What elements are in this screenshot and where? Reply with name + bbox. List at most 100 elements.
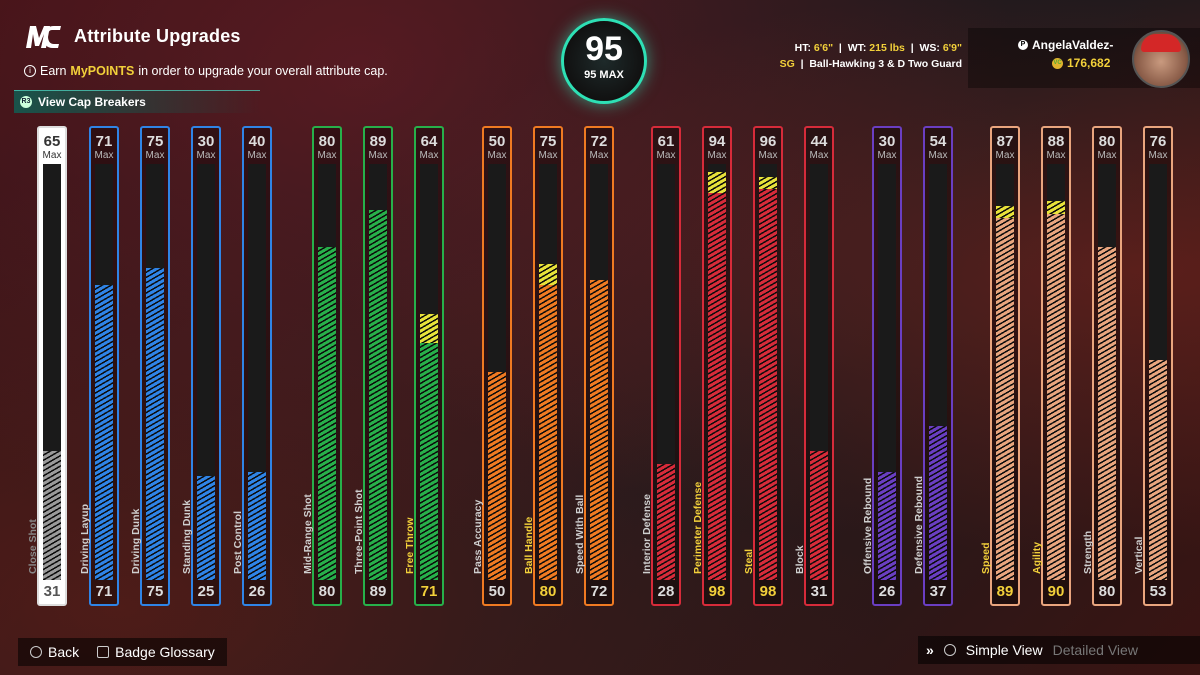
attribute-current: 28 <box>657 583 675 600</box>
attribute-track <box>43 164 61 580</box>
attribute-label: Standing Dunk <box>181 499 193 574</box>
attribute-block[interactable]: 44 Max Block 31 <box>794 126 834 606</box>
attribute-cap: 54 <box>929 133 947 150</box>
wingspan-value: 6'9" <box>942 42 962 54</box>
attribute-close-shot[interactable]: 65 Max Close Shot 31 <box>27 126 67 606</box>
attribute-cap: 61 <box>657 133 675 150</box>
attribute-cap-label: Max <box>1046 150 1066 161</box>
vc-amount: 176,682 <box>1067 56 1111 70</box>
attribute-perimeter-defense[interactable]: 94 Max Perimeter Defense 98 <box>692 126 732 606</box>
attribute-fill <box>420 342 438 580</box>
attribute-steal[interactable]: 96 Max Steal 98 <box>743 126 783 606</box>
attribute-fill <box>197 476 215 580</box>
attribute-track <box>708 164 726 580</box>
attribute-label: Three-Point Shot <box>353 489 365 574</box>
attribute-track <box>759 164 777 580</box>
attribute-boost <box>759 176 777 189</box>
subtitle-post: in order to upgrade your overall attribu… <box>138 64 388 78</box>
attribute-fill <box>1149 359 1167 580</box>
attribute-cap: 44 <box>810 133 828 150</box>
attribute-cap: 30 <box>878 133 896 150</box>
avatar <box>1132 30 1190 88</box>
position: SG <box>779 58 795 70</box>
attribute-current: 26 <box>248 583 266 600</box>
attribute-offensive-rebound[interactable]: 30 Max Offensive Rebound 26 <box>862 126 902 606</box>
attribute-label: Steal <box>743 548 755 574</box>
attribute-cap-label: Max <box>707 150 727 161</box>
attribute-free-throw[interactable]: 64 Max Free Throw 71 <box>404 126 444 606</box>
attribute-current: 89 <box>996 583 1014 600</box>
attribute-cap: 64 <box>420 133 438 150</box>
attribute-ball-handle[interactable]: 75 Max Ball Handle 80 <box>523 126 563 606</box>
cap-breakers-label: View Cap Breakers <box>38 95 146 109</box>
attribute-track <box>810 164 828 580</box>
badge-glossary-button[interactable]: Badge Glossary <box>97 644 215 660</box>
attribute-standing-dunk[interactable]: 30 Max Standing Dunk 25 <box>181 126 221 606</box>
attribute-cap: 87 <box>996 133 1014 150</box>
attribute-label: Post Control <box>232 511 244 574</box>
attribute-cap-label: Max <box>247 150 267 161</box>
page-title: Attribute Upgrades <box>74 26 241 46</box>
attribute-cap-label: Max <box>487 150 507 161</box>
attribute-current: 50 <box>488 583 506 600</box>
attribute-speed[interactable]: 87 Max Speed 89 <box>980 126 1020 606</box>
attribute-fill <box>248 471 266 580</box>
attribute-label: Agility <box>1031 541 1043 574</box>
back-button[interactable]: Back <box>30 644 79 660</box>
attribute-track <box>1149 164 1167 580</box>
attribute-cap: 76 <box>1149 133 1167 150</box>
attribute-track <box>1098 164 1116 580</box>
attribute-pass-accuracy[interactable]: 50 Max Pass Accuracy 50 <box>472 126 512 606</box>
attribute-current: 71 <box>420 583 438 600</box>
attribute-speed-with-ball[interactable]: 72 Max Speed With Ball 72 <box>574 126 614 606</box>
attribute-current: 80 <box>539 583 557 600</box>
attribute-fill <box>369 209 387 580</box>
attribute-label: Ball Handle <box>523 516 535 574</box>
attribute-agility[interactable]: 88 Max Agility 90 <box>1031 126 1071 606</box>
overall-max: 95 MAX <box>584 69 624 81</box>
attribute-track <box>539 164 557 580</box>
attribute-cap-label: Max <box>995 150 1015 161</box>
attribute-label: Driving Layup <box>79 503 91 574</box>
attribute-label: Speed <box>980 542 992 574</box>
attribute-boost <box>1047 201 1065 214</box>
detailed-view-tab[interactable]: Detailed View <box>1052 642 1138 658</box>
attribute-fill <box>759 188 777 580</box>
attribute-track <box>197 164 215 580</box>
attribute-track <box>1047 164 1065 580</box>
attribute-cap: 30 <box>197 133 215 150</box>
attribute-current: 71 <box>95 583 113 600</box>
attribute-mid-range-shot[interactable]: 80 Max Mid-Range Shot 80 <box>302 126 342 606</box>
attribute-label: Close Shot <box>27 519 39 574</box>
attribute-driving-dunk[interactable]: 75 Max Driving Dunk 75 <box>130 126 170 606</box>
attribute-current: 89 <box>369 583 387 600</box>
attribute-fill <box>95 284 113 580</box>
attribute-fill <box>43 451 61 580</box>
attribute-driving-layup[interactable]: 71 Max Driving Layup 71 <box>79 126 119 606</box>
attribute-boost <box>539 263 557 285</box>
archetype: Ball-Hawking 3 & D Two Guard <box>809 58 962 70</box>
attribute-label: Interior Defense <box>641 494 653 574</box>
attribute-vertical[interactable]: 76 Max Vertical 53 <box>1133 126 1173 606</box>
attribute-defensive-rebound[interactable]: 54 Max Defensive Rebound 37 <box>913 126 953 606</box>
square-button-icon <box>97 646 110 658</box>
attribute-track <box>878 164 896 580</box>
attribute-cap-label: Max <box>317 150 337 161</box>
simple-view-tab[interactable]: Simple View <box>965 642 1043 658</box>
attribute-strength[interactable]: 80 Max Strength 80 <box>1082 126 1122 606</box>
attribute-three-point-shot[interactable]: 89 Max Three-Point Shot 89 <box>353 126 393 606</box>
attribute-interior-defense[interactable]: 61 Max Interior Defense 28 <box>641 126 681 606</box>
attribute-label: Vertical <box>1133 536 1145 574</box>
attribute-current: 31 <box>810 583 828 600</box>
attribute-cap-label: Max <box>877 150 897 161</box>
attribute-track <box>146 164 164 580</box>
weight-label: WT: <box>847 42 867 54</box>
attribute-cap-label: Max <box>196 150 216 161</box>
footer-left: Back Badge Glossary <box>18 638 227 666</box>
attribute-post-control[interactable]: 40 Max Post Control 26 <box>232 126 272 606</box>
view-cap-breakers-button[interactable]: R3 View Cap Breakers <box>14 90 260 113</box>
attribute-label: Defensive Rebound <box>913 475 925 574</box>
attribute-cap: 65 <box>43 133 61 150</box>
attribute-label: Speed With Ball <box>574 494 586 574</box>
attribute-cap: 72 <box>590 133 608 150</box>
